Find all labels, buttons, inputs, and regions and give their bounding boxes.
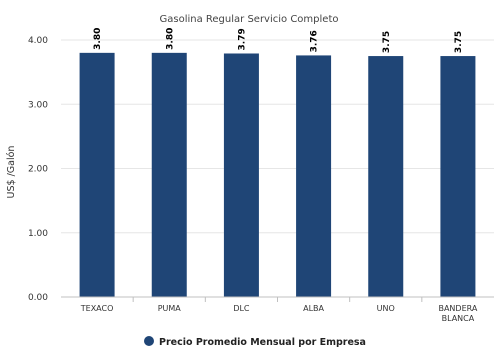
legend-label: Precio Promedio Mensual por Empresa [159,337,366,348]
y-tick-label: 2.00 [28,165,48,175]
bar-texaco[interactable] [79,52,115,297]
y-tick-label: 0.00 [28,293,48,303]
x-tick-label: ALBA [303,304,324,313]
x-tick-label: BANDERA BLANCA [438,304,477,323]
legend-marker [144,336,154,346]
x-tick-label: PUMA [158,304,182,313]
data-label: 3.76 [310,30,320,52]
bar-bandera-blanca[interactable] [440,56,476,297]
x-tick-label-line: ALBA [303,304,324,313]
data-label: 3.80 [165,28,175,50]
data-label: 3.80 [93,28,103,50]
bar-alba[interactable] [296,55,332,297]
gridlines [61,39,494,234]
data-label: 3.75 [454,31,464,53]
x-tick-label-line: DLC [233,304,250,313]
chart-subtitle: Gasolina Regular Servicio Completo [160,14,339,25]
bar-puma[interactable] [151,52,187,297]
y-axis-label: US$ /Galón [6,146,17,199]
data-label: 3.79 [237,28,247,50]
x-tick-label-line: TEXACO [80,304,114,313]
x-tick-label-line: UNO [377,304,395,313]
x-tick-label-line: BLANCA [442,314,475,323]
x-tick-label-line: BANDERA [438,304,477,313]
bar-dlc[interactable] [223,53,259,298]
x-tick-label: TEXACO [80,304,114,313]
bar-uno[interactable] [368,56,404,297]
x-axis-ticks: TEXACO PUMA DLC ALBA UNO BANDERA BLANCA [80,297,478,323]
x-tick-label-line: PUMA [158,304,182,313]
x-tick-label: UNO [377,304,395,313]
y-tick-label: 1.00 [28,229,48,239]
y-tick-label: 4.00 [28,36,48,46]
data-label: 3.75 [382,31,392,53]
y-axis-ticks: 0.00 1.00 2.00 3.00 4.00 [28,36,48,303]
data-labels: 3.80 3.80 3.79 3.76 3.75 3.75 [93,28,464,53]
y-tick-label: 3.00 [28,100,48,110]
x-tick-label: DLC [233,304,250,313]
bars [79,52,476,298]
legend[interactable]: Precio Promedio Mensual por Empresa [144,336,366,348]
